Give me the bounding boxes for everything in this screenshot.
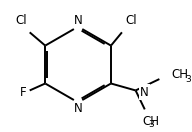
Text: N: N xyxy=(74,102,83,116)
Text: F: F xyxy=(20,86,27,99)
Text: N: N xyxy=(140,86,149,99)
Text: CH: CH xyxy=(171,68,188,81)
Text: CH: CH xyxy=(143,115,160,128)
Text: N: N xyxy=(74,14,83,27)
Text: 3: 3 xyxy=(148,120,154,129)
Text: Cl: Cl xyxy=(15,14,27,27)
Text: Cl: Cl xyxy=(126,14,137,27)
Text: 3: 3 xyxy=(185,75,191,84)
